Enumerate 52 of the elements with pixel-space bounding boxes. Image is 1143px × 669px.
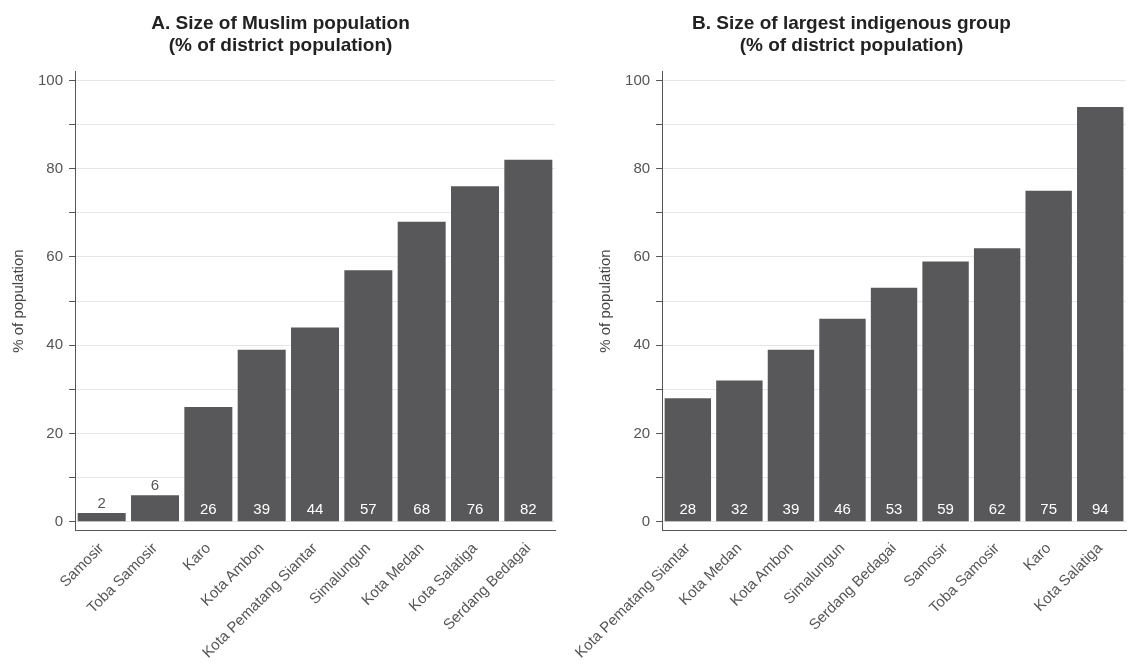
bar [344, 270, 393, 522]
y-tick-label: 100 [625, 70, 651, 88]
data-label: 39 [782, 499, 800, 517]
y-tick-label: 80 [46, 158, 64, 176]
data-label: 94 [1091, 499, 1109, 517]
data-label: 6 [150, 475, 160, 493]
y-tick-label: 20 [633, 423, 651, 441]
y-tick-label: 40 [46, 335, 64, 353]
bar [131, 495, 180, 522]
bar [664, 398, 712, 522]
data-label: 39 [253, 499, 271, 517]
data-label: 53 [885, 499, 903, 517]
bar [922, 261, 969, 522]
data-label: 28 [679, 499, 697, 517]
y-tick-label: 40 [633, 335, 651, 353]
y-tick-label: 100 [38, 70, 64, 88]
y-tick-label: 20 [46, 423, 64, 441]
y-tick-label: 60 [46, 247, 64, 265]
data-label: 76 [466, 499, 484, 517]
y-tick-label: 60 [633, 247, 651, 265]
data-label: 57 [360, 499, 377, 517]
data-label: 62 [988, 499, 1006, 517]
bar [1077, 106, 1124, 522]
bar [397, 221, 446, 522]
data-label: 82 [519, 499, 537, 517]
bar [716, 380, 763, 522]
bar [237, 349, 286, 522]
y-tick-label: 0 [54, 511, 64, 529]
data-label: 32 [731, 499, 748, 517]
data-label: 26 [200, 499, 217, 517]
y-axis-title: % of population [9, 249, 27, 353]
bar [973, 248, 1021, 522]
y-tick-label: 0 [641, 511, 651, 529]
bar [77, 512, 126, 522]
bar [1025, 190, 1072, 522]
data-label: 59 [937, 499, 954, 517]
data-label: 75 [1040, 499, 1058, 517]
bar [184, 407, 233, 522]
y-axis-title: % of population [596, 249, 614, 353]
bar [291, 327, 340, 522]
bar [451, 186, 499, 522]
y-tick-label: 80 [633, 158, 651, 176]
bar [767, 349, 815, 522]
data-label: 44 [306, 499, 324, 517]
data-label: 68 [413, 499, 431, 517]
chart-title: B. Size of largest indigenous group (% of district population) [692, 11, 1011, 56]
bar [870, 287, 918, 522]
bar [504, 159, 553, 522]
data-label: 2 [97, 493, 106, 511]
bar [819, 318, 866, 522]
chart-title: A. Size of Muslim population (% of district population) [151, 11, 410, 56]
data-label: 46 [834, 499, 851, 517]
